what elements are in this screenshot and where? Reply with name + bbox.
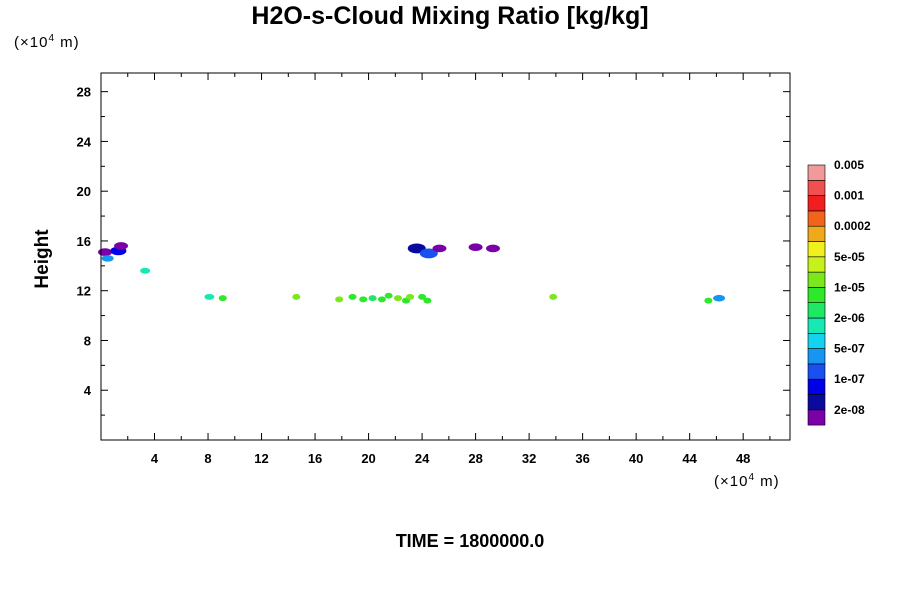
- cloud-region: [394, 295, 403, 302]
- colorbar: 2e-08 1e-07 5e-07 2e-06 1e-05 5e-05 0.0002 0.00…: [807, 158, 871, 426]
- x-axis-unit: (×104 m): [714, 472, 780, 490]
- y-tick-label: 12: [77, 284, 91, 299]
- colorbar-swatch: [807, 271, 826, 288]
- y-tick-label: 16: [77, 234, 91, 249]
- colorbar-label: 1e-05: [834, 280, 865, 294]
- colorbar-label: 2e-08: [834, 403, 865, 417]
- cloud-region: [98, 248, 113, 256]
- x-tick-label: 48: [736, 451, 750, 466]
- cloud-region: [114, 242, 129, 250]
- colorbar-swatch: [807, 241, 826, 258]
- colorbar-swatch: [807, 348, 826, 365]
- y-tick-label: 20: [77, 184, 91, 199]
- colorbar-swatch: [807, 378, 826, 395]
- colorbar-swatch: [807, 287, 826, 303]
- colorbar-swatch: [807, 225, 826, 242]
- x-tick-label: 44: [682, 451, 697, 466]
- colorbar-swatch: [807, 164, 826, 181]
- cloud-region: [419, 248, 438, 259]
- x-tick-label: 28: [468, 451, 482, 466]
- cloud-region: [704, 297, 713, 304]
- y-tick-label: 4: [84, 383, 92, 398]
- colorbar-label: 5e-05: [834, 250, 865, 264]
- cloud-region: [377, 296, 386, 303]
- x-tick-label: 16: [308, 451, 322, 466]
- cloud-region: [384, 292, 393, 299]
- cloud-region: [549, 293, 558, 300]
- x-tick-label: 36: [575, 451, 589, 466]
- cloud-region: [101, 255, 114, 262]
- cloud-region: [406, 293, 415, 300]
- colorbar-swatch: [807, 210, 826, 227]
- cloud-region: [218, 295, 227, 302]
- colorbar-swatch: [807, 394, 826, 411]
- cloud-region: [348, 293, 357, 300]
- y-tick-label: 8: [84, 333, 91, 348]
- x-tick-label: 24: [415, 451, 430, 466]
- colorbar-swatch: [807, 180, 826, 196]
- plot-frame: [100, 72, 791, 441]
- x-tick-label: 40: [629, 451, 643, 466]
- cloud-region: [485, 244, 500, 253]
- colorbar-label: 2e-06: [834, 311, 865, 325]
- x-tick-label: 12: [254, 451, 268, 466]
- x-axis: 4 8 12 16 20 24 28 32 36 40 44 48: [127, 73, 771, 466]
- colorbar-label: 0.001: [834, 189, 864, 203]
- colorbar-swatch: [807, 363, 826, 380]
- y-tick-label: 28: [77, 85, 91, 100]
- colorbar-swatch: [807, 302, 826, 319]
- colorbar-swatch: [807, 409, 826, 426]
- colorbar-label: 5e-07: [834, 342, 865, 356]
- cloud-region: [418, 293, 427, 300]
- x-tick-label: 4: [151, 451, 159, 466]
- cloud-region: [292, 293, 301, 300]
- cloud-region: [359, 296, 368, 303]
- y-axis-unit: (×104 m): [14, 33, 80, 51]
- colorbar-swatch: [807, 256, 826, 273]
- colorbar-swatch: [807, 317, 826, 334]
- x-tick-label: 32: [522, 451, 536, 466]
- cloud-region: [335, 296, 344, 303]
- x-tick-label: 8: [204, 451, 211, 466]
- chart-title: H2O-s-Cloud Mixing Ratio [kg/kg]: [251, 2, 649, 30]
- cloud-region: [368, 295, 377, 302]
- cloud-region: [204, 293, 215, 300]
- cloud-regions: [98, 242, 726, 304]
- colorbar-label: 1e-07: [834, 372, 865, 386]
- colorbar-swatch: [807, 195, 826, 212]
- cloud-region: [432, 244, 447, 253]
- colorbar-label: 0.005: [834, 158, 864, 172]
- y-axis: 4 8 12 16 20 24 28: [77, 85, 790, 416]
- time-label: TIME = 1800000.0: [395, 531, 545, 551]
- colorbar-label: 0.0002: [834, 219, 871, 233]
- cloud-region: [713, 294, 726, 302]
- cloud-region: [140, 267, 151, 274]
- x-tick-label: 20: [361, 451, 375, 466]
- colorbar-swatch: [807, 332, 826, 349]
- cloud-region: [423, 297, 432, 304]
- cloud-region: [468, 243, 483, 252]
- y-tick-label: 24: [77, 134, 92, 149]
